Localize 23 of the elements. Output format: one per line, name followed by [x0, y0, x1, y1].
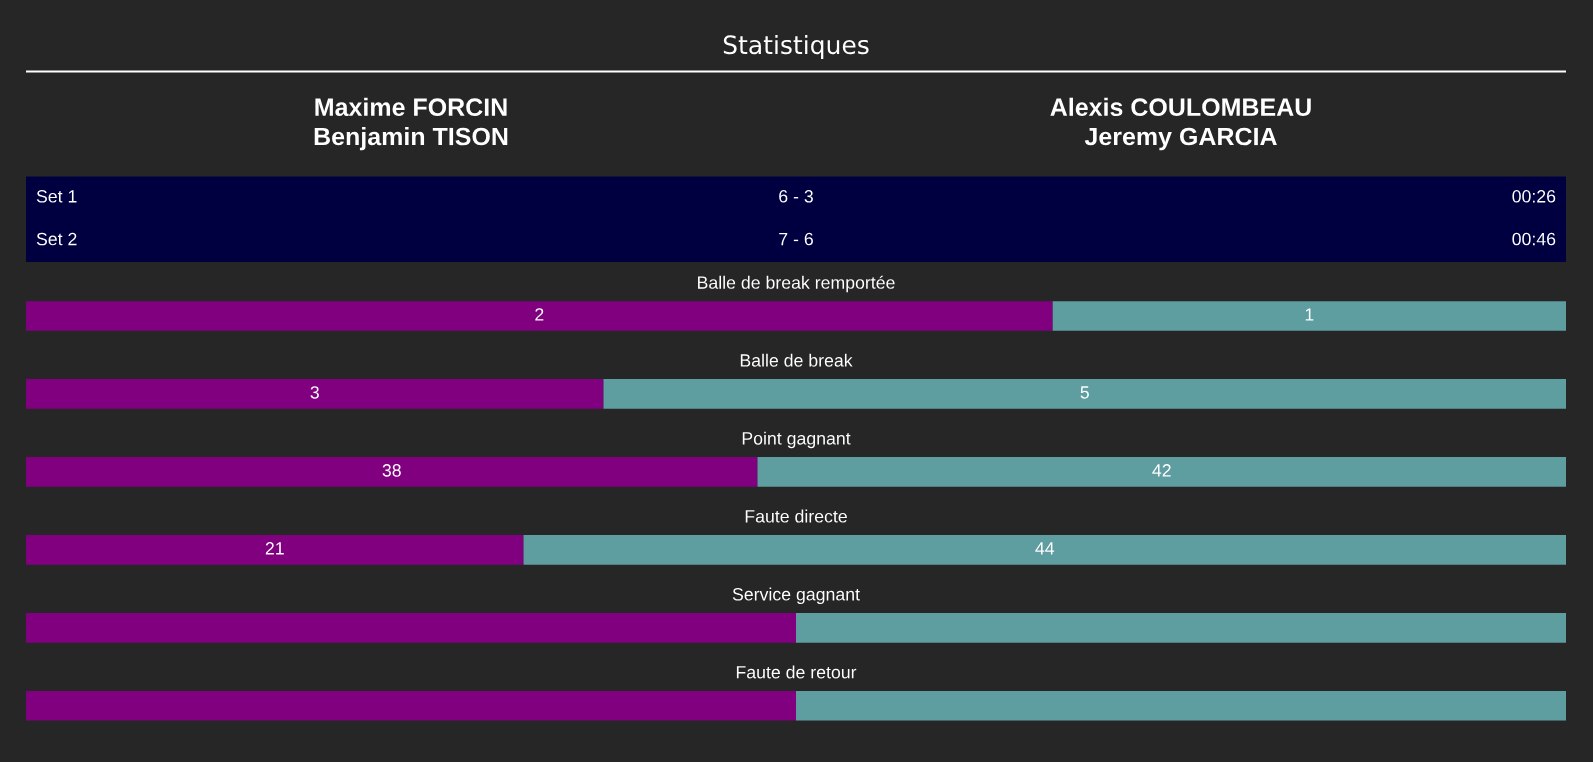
chart-title: Balle de break remportée — [698, 275, 895, 293]
text: Maxime FORCIN Benjamin TISON — [314, 97, 508, 151]
chart-title: Balle de break — [740, 353, 853, 367]
text: Set 1 — [36, 190, 77, 203]
chart-title: Faute de retour — [736, 665, 857, 679]
data-label: 42 — [1152, 464, 1171, 477]
text: 00:26 — [1512, 190, 1556, 203]
data-label: 2 — [535, 308, 544, 321]
data-label: 21 — [265, 542, 284, 555]
text: 00:46 — [1512, 232, 1556, 246]
text: 6 - 3 — [779, 190, 813, 203]
chart-title: Faute directe — [745, 509, 847, 523]
data-label: 1 — [1305, 308, 1314, 321]
text: Set 2 — [36, 232, 77, 246]
chart-title: Point gagnant — [742, 431, 851, 449]
data-label: 3 — [310, 386, 319, 399]
text: 7 - 6 — [779, 232, 813, 246]
text: Alexis COULOMBEAU Jeremy GARCIA — [1050, 97, 1311, 151]
chart-title: Service gagnant — [732, 587, 860, 605]
data-label: 38 — [382, 464, 401, 477]
data-label: 5 — [1080, 386, 1089, 399]
text: Statistiques — [723, 34, 869, 60]
data-label: 44 — [1035, 542, 1055, 555]
